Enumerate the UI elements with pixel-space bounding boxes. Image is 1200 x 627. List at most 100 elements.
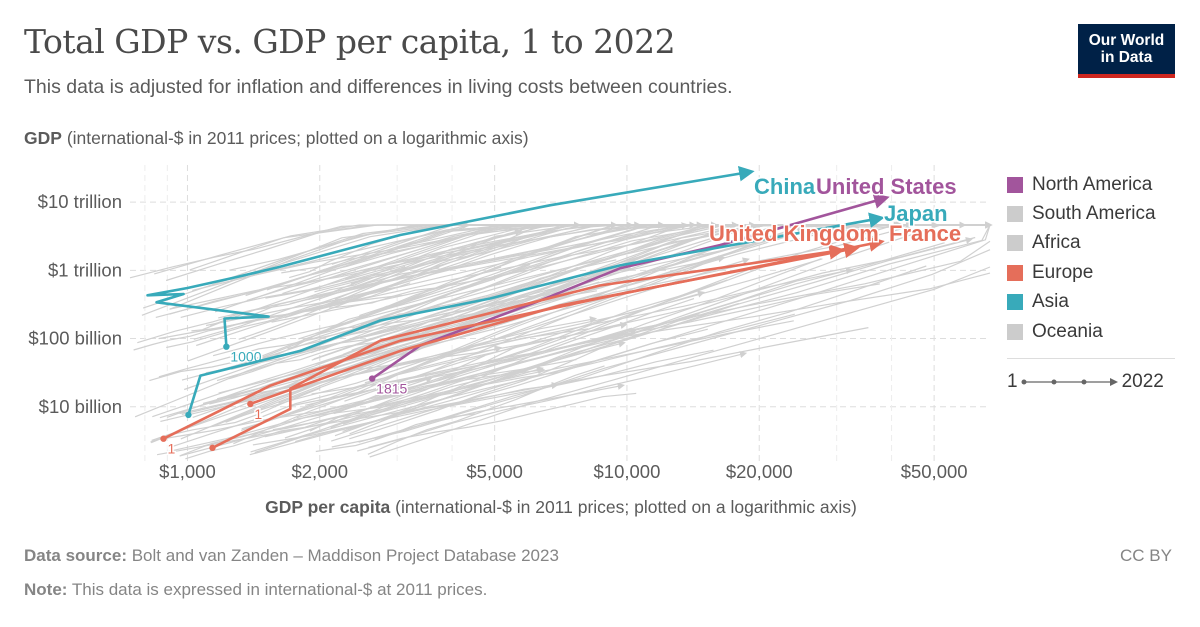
series-end-label: United Kingdom — [709, 221, 879, 246]
legend-item-south-america[interactable]: South America — [1007, 199, 1156, 228]
series-line — [187, 212, 885, 416]
legend-label: Europe — [1032, 261, 1094, 283]
background-country-line — [166, 224, 755, 418]
background-country-line — [158, 327, 359, 378]
background-country-line — [311, 272, 991, 395]
background-country-line — [352, 224, 990, 408]
timeline-start: 1 — [1007, 371, 1018, 392]
series-line — [146, 166, 755, 347]
background-country-line — [314, 221, 697, 293]
series-line — [211, 244, 845, 449]
legend-swatch — [1007, 206, 1023, 223]
legend-label: North America — [1032, 173, 1153, 195]
note: Note: This data is expressed in internat… — [24, 580, 487, 600]
source-label: Data source: — [24, 546, 127, 565]
series-start-point — [247, 400, 254, 408]
series-united-states: 1815 — [368, 193, 890, 398]
background-country-line — [133, 314, 286, 351]
x-tick-label: $20,000 — [726, 461, 793, 482]
background-country-line — [163, 358, 577, 440]
series-end-label: United States — [816, 174, 957, 199]
series-end-label: Japan — [884, 201, 948, 226]
background-country-line — [196, 224, 621, 347]
background-country-line — [229, 332, 420, 380]
timeline-arrow-icon — [1021, 378, 1118, 386]
y-axis-title: GDP (international-$ in 2011 prices; plo… — [24, 128, 529, 149]
series-start-point — [185, 411, 192, 419]
legend-swatch — [1007, 294, 1023, 311]
background-country-line — [369, 266, 991, 458]
series-start-point — [368, 375, 376, 382]
background-country-line — [262, 224, 937, 424]
background-country-line — [211, 248, 663, 428]
background-country-line — [374, 265, 927, 441]
background-country-line — [168, 335, 629, 452]
y-axis-title-bold: GDP — [24, 128, 62, 148]
note-text: This data is expressed in international-… — [71, 580, 488, 599]
chart-title: Total GDP vs. GDP per capita, 1 to 2022 — [24, 22, 676, 61]
legend-swatch — [1007, 235, 1023, 252]
background-country-line — [315, 225, 913, 365]
series-start-label: 1 — [254, 406, 262, 422]
background-country-line — [156, 327, 869, 456]
series-end-label: France — [889, 221, 961, 246]
background-country-line — [233, 316, 536, 445]
background-country-line — [180, 228, 523, 318]
x-tick-label: $10,000 — [594, 461, 661, 482]
legend-label: South America — [1032, 203, 1156, 225]
background-country-line — [185, 409, 377, 460]
legend-item-north-america[interactable]: North America — [1007, 170, 1156, 199]
background-country-line — [218, 222, 689, 319]
series-japan — [185, 212, 885, 419]
license[interactable]: CC BY — [1120, 546, 1172, 565]
background-country-line — [169, 224, 848, 310]
series-start-point — [160, 435, 167, 442]
background-country-line — [334, 355, 486, 413]
legend-swatch — [1007, 323, 1023, 340]
background-country-line — [172, 345, 503, 447]
series-france: 1 — [160, 236, 885, 458]
background-country-line — [254, 282, 411, 322]
y-tick-label: $100 billion — [28, 328, 122, 349]
note-label: Note: — [24, 580, 68, 599]
timeline-legend: 1 2022 — [1007, 371, 1164, 393]
source-text[interactable]: Bolt and van Zanden – Maddison Project D… — [131, 546, 559, 565]
background-country-line — [264, 320, 794, 438]
legend-item-africa[interactable]: Africa — [1007, 229, 1156, 258]
x-tick-label: $5,000 — [466, 461, 523, 482]
series-start-point — [223, 343, 230, 350]
background-country-line — [265, 224, 698, 299]
legend-item-asia[interactable]: Asia — [1007, 288, 1156, 317]
legend-swatch — [1007, 264, 1023, 281]
background-country-line — [357, 351, 748, 452]
background-country-line — [358, 249, 991, 443]
background-country-line — [368, 392, 637, 449]
background-country-line — [222, 264, 531, 371]
x-tick-label: $1,000 — [159, 461, 216, 482]
background-country-line — [284, 269, 748, 439]
series-europe — [209, 244, 845, 452]
background-country-line — [238, 286, 397, 340]
y-axis-title-unit: (international-$ in 2011 prices; plotted… — [66, 128, 529, 148]
x-axis-title-unit: (international-$ in 2011 prices; plotted… — [395, 497, 857, 517]
owid-logo[interactable]: Our World in Data — [1078, 24, 1175, 78]
legend-item-oceania[interactable]: Oceania — [1007, 317, 1156, 346]
background-country-line — [254, 328, 708, 454]
y-tick-label: $10 trillion — [38, 191, 122, 212]
background-country-line — [371, 283, 880, 387]
legend: North America South America Africa Europ… — [1007, 170, 1156, 346]
series-start-point — [209, 444, 216, 452]
chart-subtitle: This data is adjusted for inflation and … — [24, 76, 733, 98]
background-country-line — [151, 238, 773, 441]
x-axis-title: GDP per capita (international-$ in 2011 … — [0, 497, 1122, 518]
legend-swatch — [1007, 176, 1023, 193]
legend-label: Oceania — [1032, 320, 1103, 342]
series-start-label: 1815 — [376, 381, 407, 397]
data-source: Data source: Bolt and van Zanden – Maddi… — [24, 546, 559, 566]
series-line — [162, 236, 885, 440]
legend-label: Africa — [1032, 232, 1081, 254]
background-country-line — [166, 293, 370, 349]
background-country-line — [293, 366, 546, 421]
legend-item-europe[interactable]: Europe — [1007, 258, 1156, 287]
